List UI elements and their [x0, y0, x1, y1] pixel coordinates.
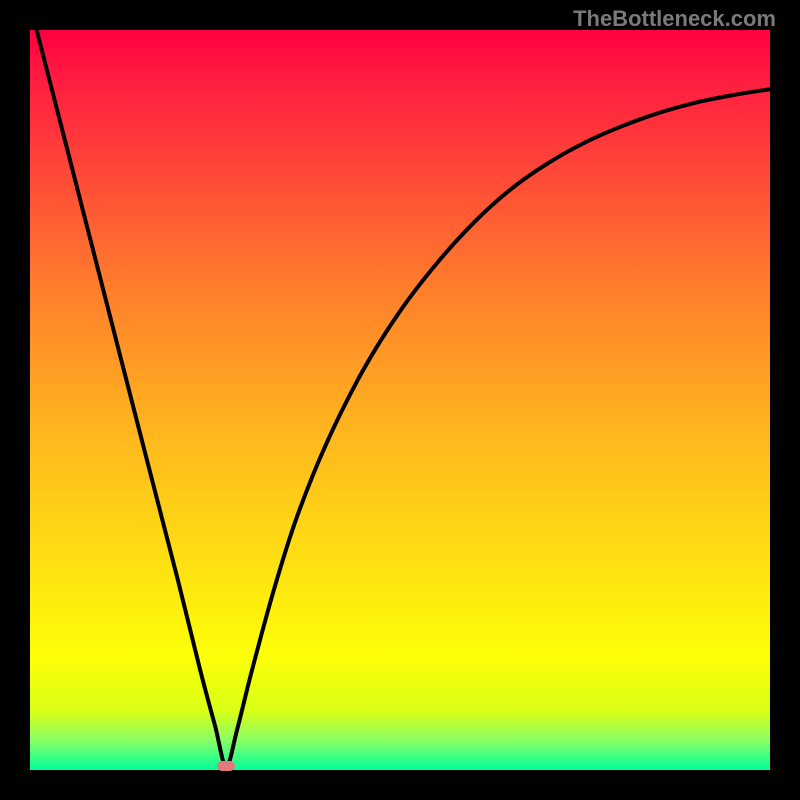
minimum-marker — [217, 761, 235, 771]
chart-container: TheBottleneck.com — [0, 0, 800, 800]
curve-path — [30, 30, 770, 766]
bottleneck-curve — [30, 30, 770, 770]
watermark-text: TheBottleneck.com — [573, 6, 776, 32]
plot-area — [30, 30, 770, 770]
